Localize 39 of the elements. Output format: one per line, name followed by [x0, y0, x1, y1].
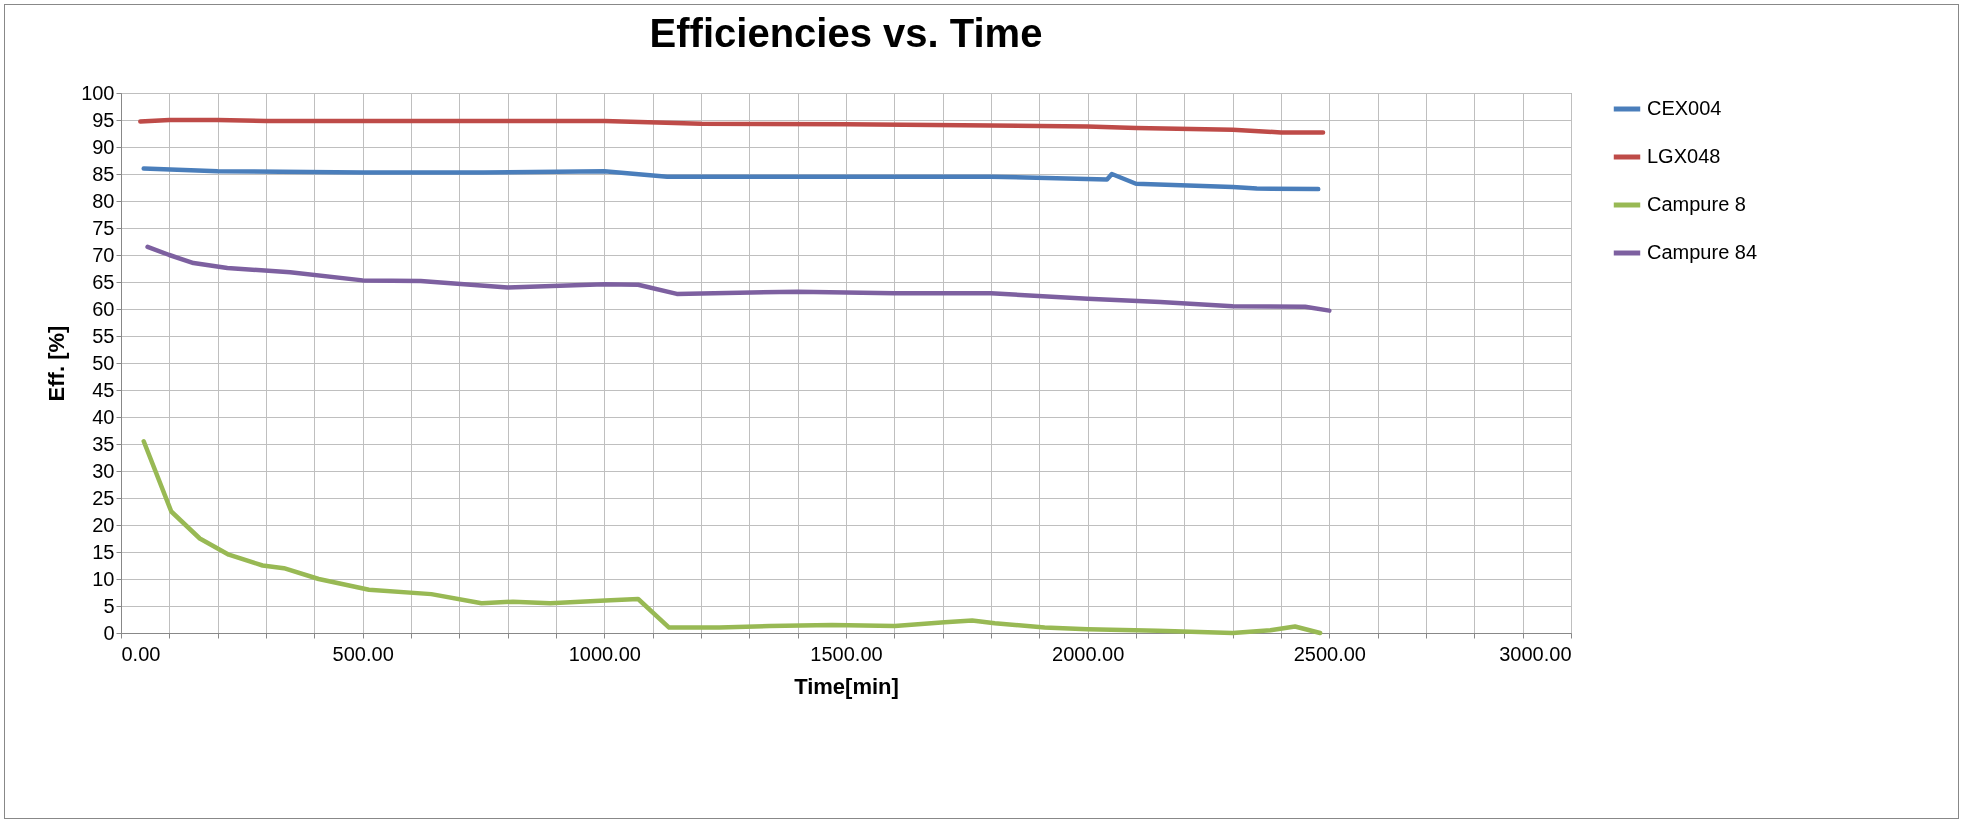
y-tick-label: 100 [81, 81, 115, 104]
x-axis-title: Time[min] [794, 673, 899, 699]
y-tick-label: 60 [92, 297, 115, 320]
legend-label: Campure 84 [1647, 241, 1758, 263]
legend-label: CEX004 [1647, 97, 1722, 119]
y-tick-label: 20 [92, 513, 115, 536]
line-series [145, 244, 1332, 313]
x-tick-label: 2500.00 [1293, 642, 1366, 665]
y-tick-label: 75 [92, 216, 115, 239]
x-tick-label: 1000.00 [568, 642, 641, 665]
y-tick-label: 50 [92, 351, 115, 374]
y-tick-label: 25 [92, 486, 115, 509]
line-series [141, 166, 1321, 192]
y-tick-label: 0 [103, 621, 115, 644]
y-tick-label: 70 [92, 243, 115, 266]
x-tick-label: 2000.00 [1052, 642, 1125, 665]
chart-title: Efficiencies vs. Time [649, 11, 1043, 55]
x-tick-label: 500.00 [332, 642, 394, 665]
y-tick-label: 95 [92, 108, 115, 131]
line-series [141, 439, 1323, 636]
y-tick-label: 85 [92, 162, 115, 185]
y-tick-label: 10 [92, 567, 115, 590]
legend-label: LGX048 [1647, 145, 1721, 167]
x-tick-label: 3000.00 [1499, 642, 1572, 665]
y-tick-label: 65 [92, 270, 115, 293]
y-tick-label: 45 [92, 378, 115, 401]
y-tick-label: 30 [92, 459, 115, 482]
y-axis-title: Eff. [%] [44, 325, 70, 402]
y-tick-label: 55 [92, 324, 115, 347]
y-tick-label: 15 [92, 540, 115, 563]
y-tick-label: 90 [92, 135, 115, 158]
x-tick-label: 0.00 [121, 642, 161, 665]
y-tick-label: 5 [103, 594, 115, 617]
line-series [138, 117, 1326, 135]
y-tick-label: 80 [92, 189, 115, 212]
y-tick-label: 35 [92, 432, 115, 455]
legend-label: Campure 8 [1647, 193, 1746, 215]
y-tick-label: 40 [92, 405, 115, 428]
x-tick-label: 1500.00 [810, 642, 883, 665]
